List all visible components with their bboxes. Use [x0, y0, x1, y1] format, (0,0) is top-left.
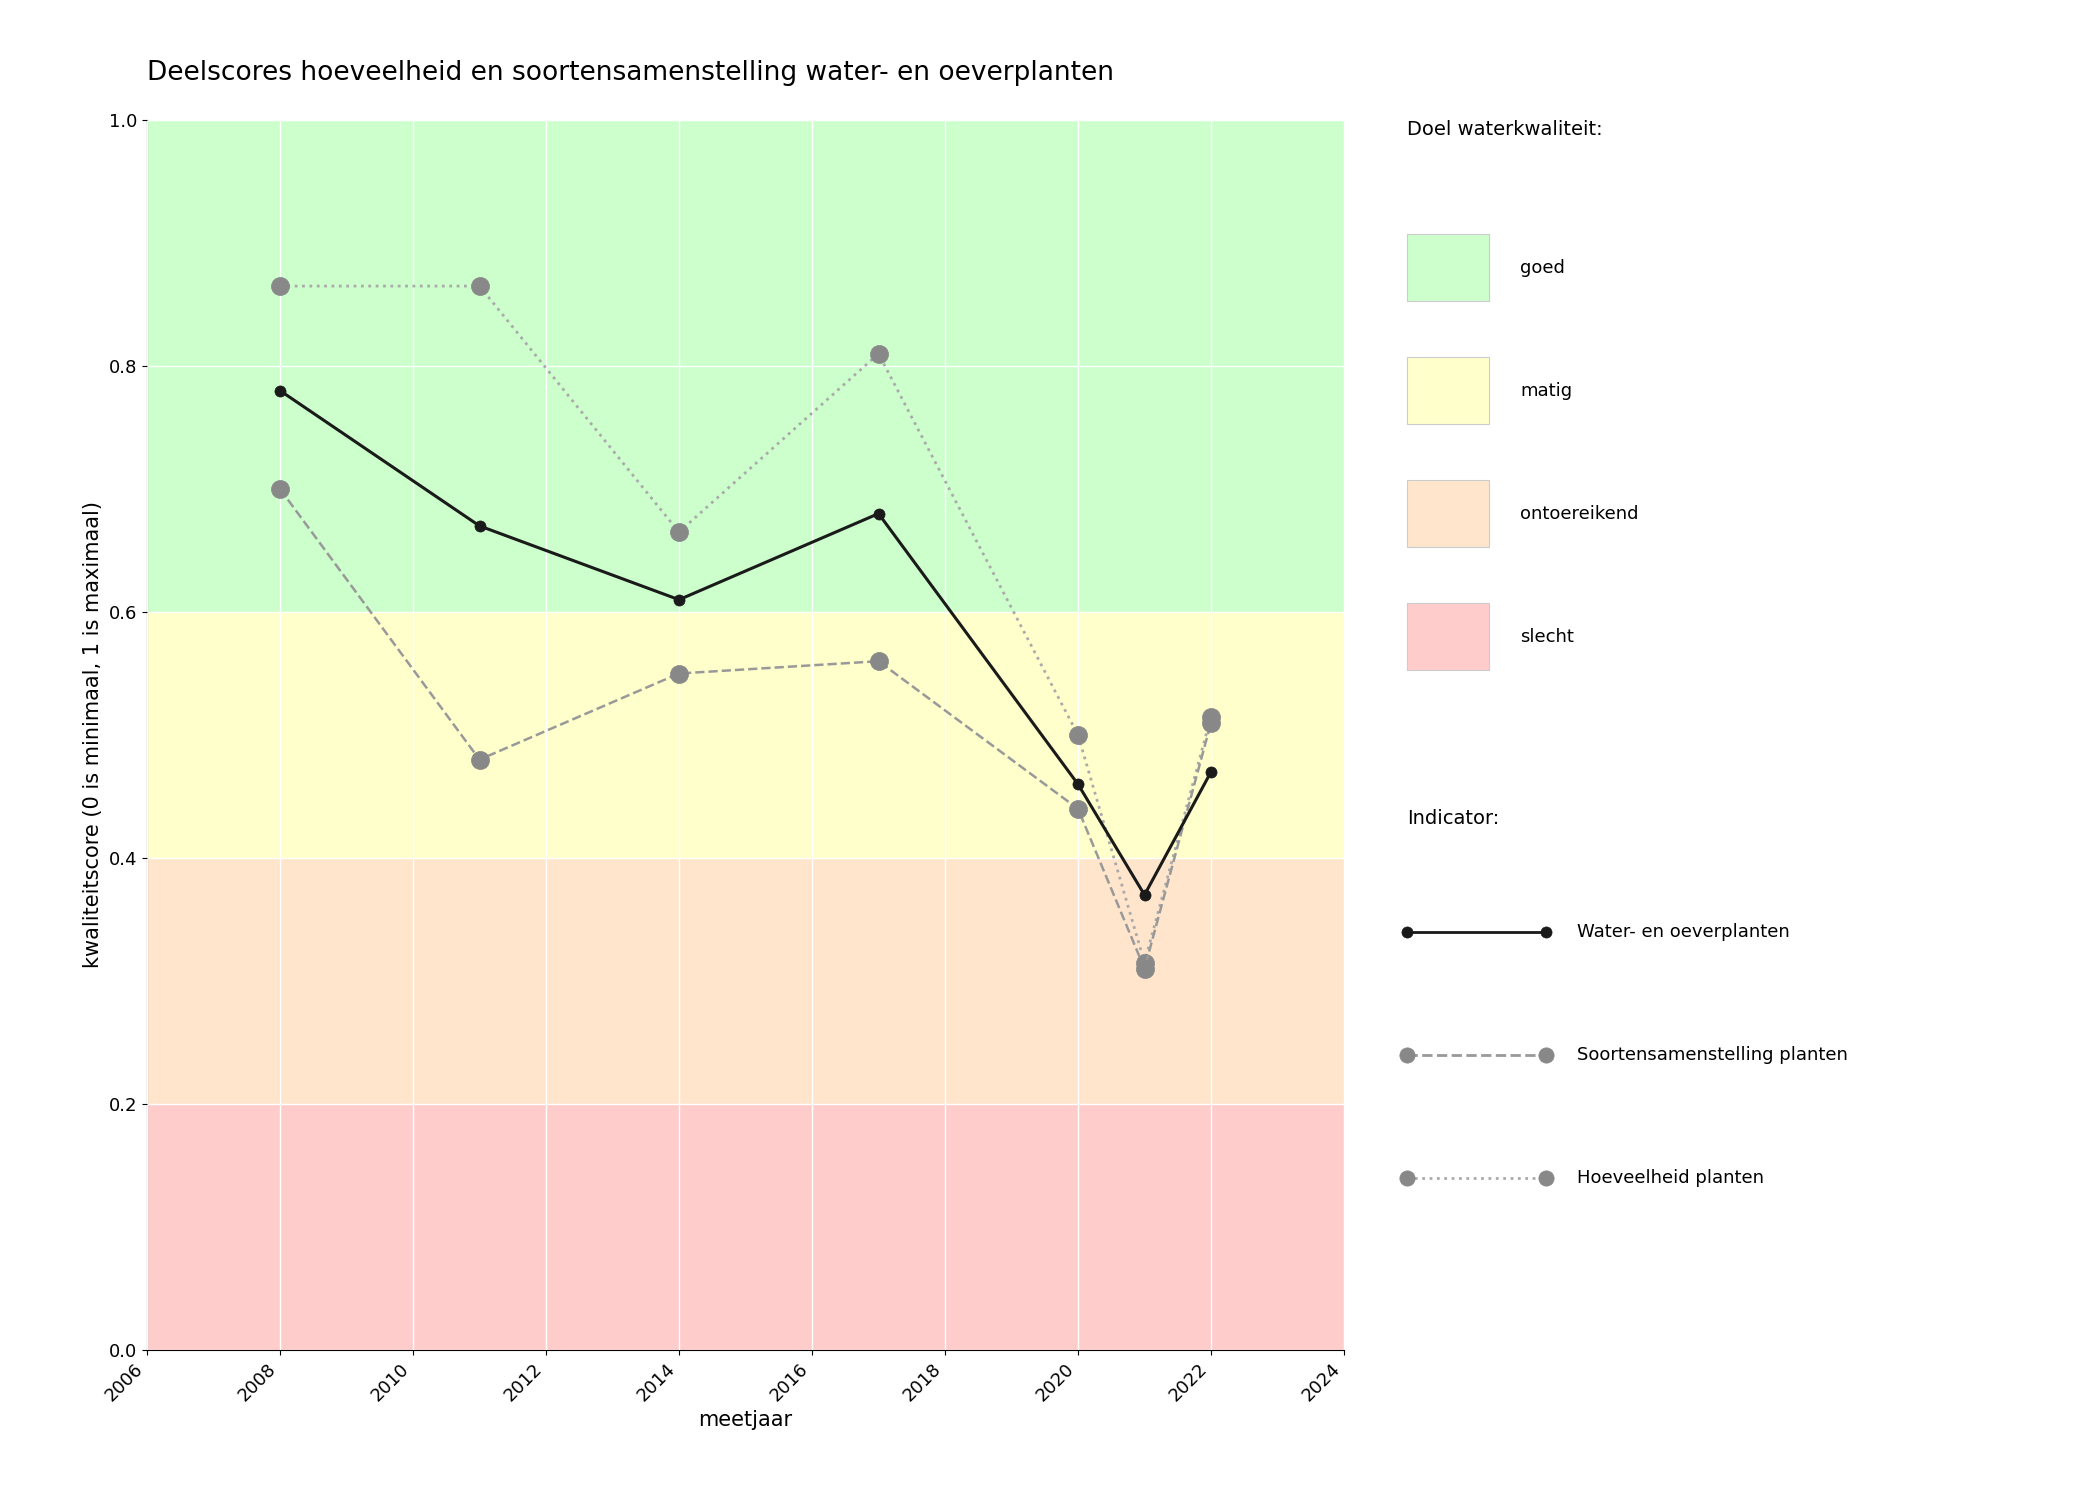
FancyBboxPatch shape — [1407, 357, 1489, 424]
Text: Doel waterkwaliteit:: Doel waterkwaliteit: — [1407, 120, 1602, 140]
Bar — [147, 120, 1344, 612]
Text: Water- en oeverplanten: Water- en oeverplanten — [1577, 922, 1789, 940]
Y-axis label: kwaliteitscore (0 is minimaal, 1 is maximaal): kwaliteitscore (0 is minimaal, 1 is maxi… — [84, 501, 103, 969]
FancyBboxPatch shape — [1407, 480, 1489, 548]
Bar — [147, 612, 1344, 858]
Text: Indicator:: Indicator: — [1407, 808, 1499, 828]
Text: ontoereikend: ontoereikend — [1520, 504, 1638, 522]
Text: matig: matig — [1520, 381, 1573, 399]
Text: Hoeveelheid planten: Hoeveelheid planten — [1577, 1168, 1764, 1186]
Text: slecht: slecht — [1520, 627, 1575, 645]
Text: Soortensamenstelling planten: Soortensamenstelling planten — [1577, 1046, 1848, 1064]
FancyBboxPatch shape — [1407, 234, 1489, 302]
Bar — [147, 1104, 1344, 1350]
Text: goed: goed — [1520, 258, 1564, 276]
X-axis label: meetjaar: meetjaar — [699, 1410, 792, 1431]
Text: Deelscores hoeveelheid en soortensamenstelling water- en oeverplanten: Deelscores hoeveelheid en soortensamenst… — [147, 60, 1113, 86]
Bar — [147, 858, 1344, 1104]
FancyBboxPatch shape — [1407, 603, 1489, 670]
